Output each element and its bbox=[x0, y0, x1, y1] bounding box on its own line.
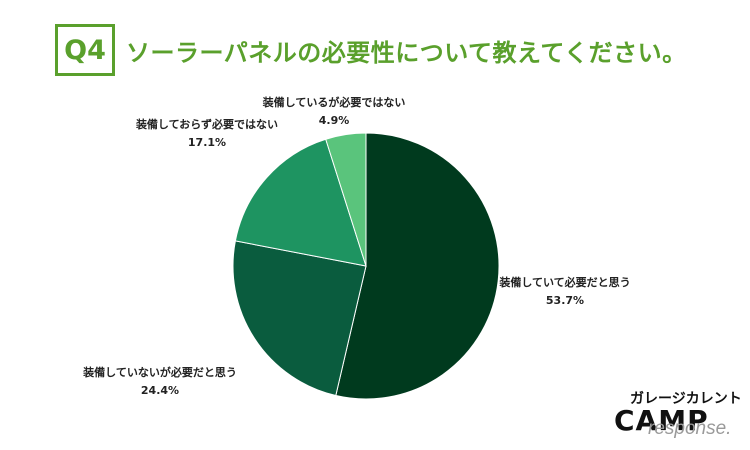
pie-slice bbox=[335, 132, 500, 400]
pie-slice bbox=[325, 132, 367, 267]
slice-label: 装備していて必要だと思う bbox=[498, 275, 630, 289]
question-badge: Q4 bbox=[55, 24, 115, 76]
slice-percent: 4.9% bbox=[319, 114, 350, 127]
logo-main-text: CAMP bbox=[614, 404, 709, 437]
slice-label: 装備しておらず必要ではない bbox=[135, 117, 278, 131]
question-number: Q4 bbox=[64, 34, 106, 66]
logo-top-text: ガレージカレント bbox=[630, 391, 742, 407]
slice-label: 装備していないが必要だと思う bbox=[82, 365, 237, 379]
chart-title: ソーラーパネルの必要性について教えてください。 bbox=[126, 39, 687, 67]
pie-slice bbox=[232, 240, 367, 397]
slice-label: 装備しているが必要ではない bbox=[262, 95, 406, 109]
slice-percent: 24.4% bbox=[141, 384, 179, 397]
brand-logo: ガレージカレント CAMP response. bbox=[612, 388, 742, 444]
slice-percent: 53.7% bbox=[546, 294, 584, 307]
watermark-text: response. bbox=[648, 418, 732, 439]
slice-percent: 17.1% bbox=[188, 136, 226, 149]
pie-slice bbox=[234, 138, 367, 267]
